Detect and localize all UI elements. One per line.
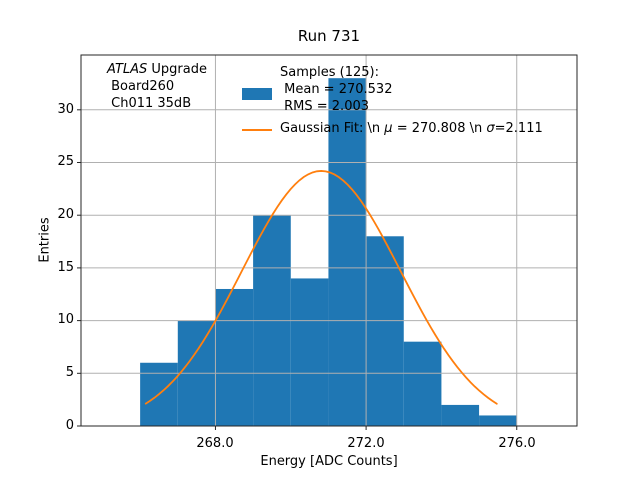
y-tick-label: 0 xyxy=(65,418,74,433)
annotation-block: ATLAS Upgrade Board260 Ch011 35dB xyxy=(107,62,207,112)
legend-gauss-label: Gaussian Fit: \n xyxy=(280,121,385,136)
legend-histogram-swatch xyxy=(242,88,272,100)
mu-symbol: μ xyxy=(384,121,393,136)
x-tick-label: 268.0 xyxy=(196,436,234,451)
annotation-channel: Ch011 35dB xyxy=(107,95,192,111)
legend-gaussian-entry: Gaussian Fit: \n μ = 270.808 \n σ=2.111 xyxy=(280,121,543,138)
legend-mu-value: = 270.808 \n xyxy=(392,121,487,136)
legend-sigma-value: =2.111 xyxy=(494,121,543,136)
x-tick-label: 272.0 xyxy=(347,436,385,451)
legend-rms-value: RMS = 2.003 xyxy=(280,98,370,114)
histogram-bar xyxy=(441,404,480,426)
axes-frame xyxy=(80,54,578,427)
legend-fit-line-swatch xyxy=(242,129,272,131)
y-tick-label: 15 xyxy=(57,260,74,275)
histogram-bar xyxy=(403,341,442,426)
legend-mean-value: Mean = 270.532 xyxy=(280,81,393,97)
y-axis-label: Entries xyxy=(37,217,53,263)
annotation-upgrade: Upgrade xyxy=(147,62,207,77)
x-tick-label: 276.0 xyxy=(498,436,536,451)
gaussian-fit-curve xyxy=(144,170,498,405)
x-axis-label: Energy [ADC Counts] xyxy=(260,454,398,469)
histogram-bar xyxy=(328,78,367,426)
annotation-board: Board260 xyxy=(107,78,175,94)
y-tick-label: 5 xyxy=(65,365,74,380)
legend-samples-title: Samples (125): xyxy=(280,65,379,80)
histogram-bar xyxy=(290,278,329,426)
annotation-experiment: ATLAS xyxy=(107,62,148,77)
histogram-bar xyxy=(479,415,517,426)
sigma-symbol: σ xyxy=(486,121,495,136)
histogram-bar xyxy=(215,288,254,426)
y-tick-label: 10 xyxy=(57,312,74,327)
y-tick-label: 25 xyxy=(57,154,74,169)
y-tick-label: 30 xyxy=(57,102,74,117)
chart-title: Run 731 xyxy=(297,27,361,45)
y-tick-label: 20 xyxy=(57,207,74,222)
legend-samples-entry: Samples (125): Mean = 270.532 RMS = 2.00… xyxy=(280,65,392,115)
